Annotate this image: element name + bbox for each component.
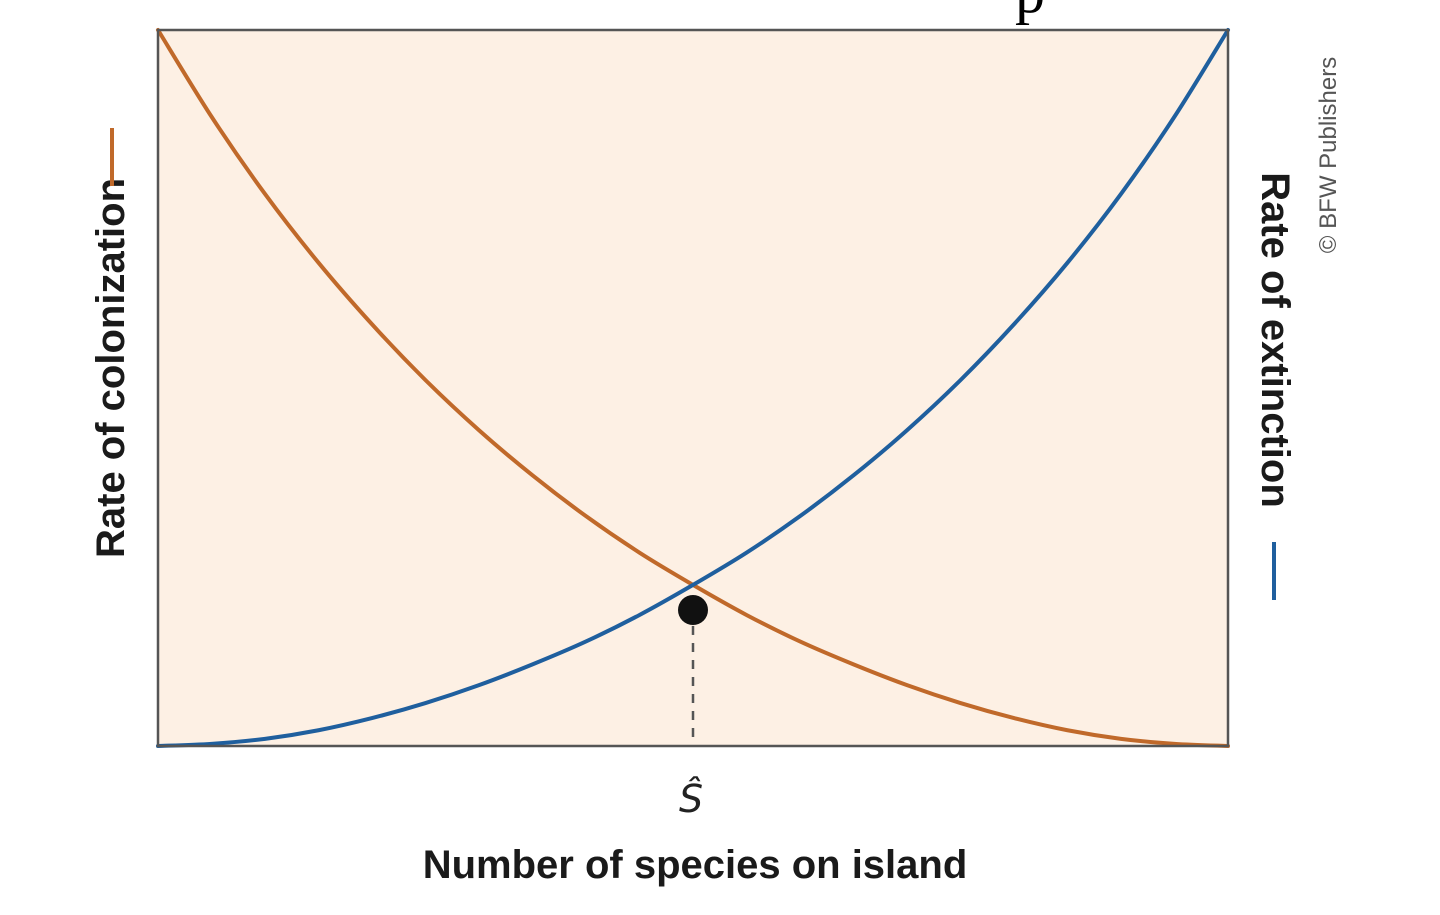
plot-frame [156,28,1230,748]
equilibrium-point [678,594,708,625]
left-axis-title: Rate of colonization [89,178,133,558]
x-tick-label-s-hat: Ŝ [679,777,703,821]
title-fragment: p [1015,0,1045,25]
right-axis-title-group: Rate of extinction [1253,172,1297,600]
copyright-credit: © BFW Publishers [1315,57,1342,253]
left-axis-title-group: Rate of colonization [89,128,133,558]
plot-area [158,30,1228,746]
series-layer [156,28,1230,748]
rate-of-colonization-curve [156,28,1230,748]
x-axis-title: Number of species on island [423,843,968,887]
rate-of-extinction-curve [156,28,1230,748]
right-axis-title: Rate of extinction [1253,172,1297,508]
